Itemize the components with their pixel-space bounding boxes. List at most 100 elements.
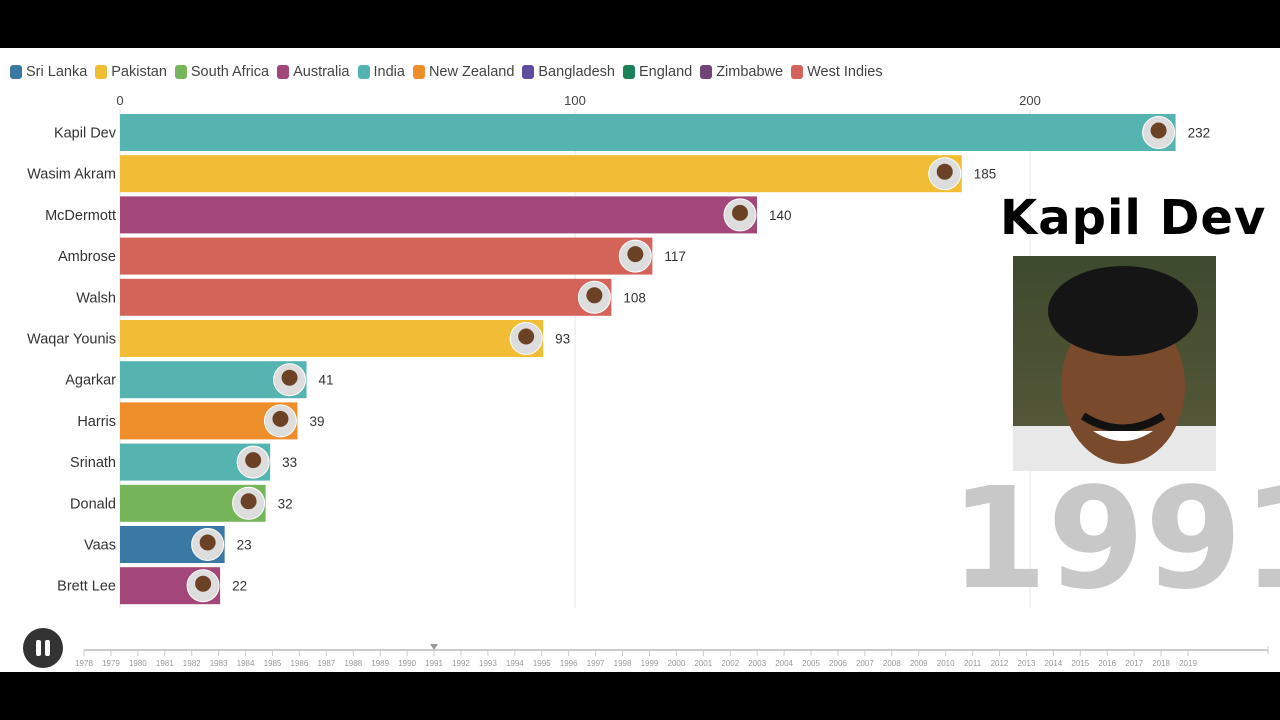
value-label: 232: [1188, 126, 1211, 141]
timeline-year[interactable]: 2005: [802, 659, 820, 668]
x-tick-label: 200: [1019, 93, 1041, 108]
value-label: 33: [282, 455, 297, 470]
timeline-year[interactable]: 1996: [560, 659, 578, 668]
player-face-icon: [732, 204, 748, 221]
x-tick-label: 0: [116, 93, 123, 108]
category-label: Agarkar: [65, 373, 116, 389]
bar: [120, 114, 1176, 151]
timeline-year[interactable]: 2010: [937, 659, 955, 668]
timeline-year[interactable]: 2016: [1098, 659, 1116, 668]
timeline-year[interactable]: 1981: [156, 659, 174, 668]
timeline-year[interactable]: 1995: [533, 659, 551, 668]
timeline-year[interactable]: 2014: [1044, 659, 1062, 668]
timeline-year[interactable]: 2011: [964, 659, 982, 668]
timeline-year[interactable]: 1984: [237, 659, 255, 668]
legend-swatch: [791, 65, 804, 79]
legend-item[interactable]: Pakistan: [95, 64, 167, 80]
timeline-year[interactable]: 1986: [291, 659, 309, 668]
timeline-year[interactable]: 1985: [264, 659, 282, 668]
legend-item[interactable]: Australia: [277, 64, 350, 80]
timeline-year[interactable]: 1979: [102, 659, 120, 668]
legend-label: West Indies: [807, 64, 883, 80]
timeline-year[interactable]: 1980: [129, 659, 147, 668]
timeline-year[interactable]: 2015: [1071, 659, 1089, 668]
legend-label: Zimbabwe: [716, 64, 784, 80]
timeline-year[interactable]: 2002: [721, 659, 739, 668]
legend-item[interactable]: Bangladesh: [522, 64, 615, 80]
value-label: 140: [769, 208, 792, 223]
timeline-year[interactable]: 2000: [667, 659, 685, 668]
legend-label: Pakistan: [111, 64, 167, 80]
timeline-year[interactable]: 2004: [775, 659, 793, 668]
legend-swatch: [700, 65, 713, 79]
value-label: 32: [278, 496, 293, 511]
x-tick-label: 100: [564, 93, 586, 108]
year-label: 1991: [950, 458, 1280, 621]
legend-item[interactable]: South Africa: [174, 64, 270, 80]
legend-item[interactable]: India: [357, 64, 405, 80]
timeline-year[interactable]: 1988: [344, 659, 362, 668]
category-label: Waqar Younis: [27, 332, 116, 348]
value-label: 117: [664, 249, 686, 264]
legend-label: India: [373, 64, 405, 80]
timeline-year[interactable]: 2006: [829, 659, 847, 668]
timeline-year[interactable]: 2017: [1125, 659, 1143, 668]
value-label: 108: [623, 290, 646, 305]
legend-swatch: [10, 65, 22, 79]
timeline-year[interactable]: 1992: [452, 659, 470, 668]
timeline-year[interactable]: 1987: [317, 659, 335, 668]
timeline-year[interactable]: 2019: [1179, 659, 1197, 668]
timeline-year[interactable]: 1997: [587, 659, 605, 668]
bar: [120, 278, 612, 316]
legend-item[interactable]: West Indies: [791, 64, 883, 80]
leader-photo: [1013, 256, 1216, 471]
player-face-icon: [195, 575, 212, 592]
player-face-icon: [518, 328, 535, 345]
timeline-year[interactable]: 2001: [694, 659, 712, 668]
bar: [120, 196, 757, 234]
timeline-year[interactable]: 1982: [183, 659, 201, 668]
player-face-icon: [240, 493, 257, 510]
timeline-year[interactable]: 1998: [614, 659, 632, 668]
legend-item[interactable]: Sri Lanka: [10, 64, 87, 80]
bar: [120, 320, 544, 357]
pause-button[interactable]: [23, 628, 63, 668]
legend-item[interactable]: New Zealand: [412, 64, 514, 80]
timeline-marker-icon[interactable]: [430, 644, 439, 650]
legend-item[interactable]: England: [622, 64, 693, 80]
timeline-year[interactable]: 2013: [1018, 659, 1036, 668]
player-face-icon: [936, 163, 953, 180]
timeline-year[interactable]: 1994: [506, 659, 524, 668]
timeline-year[interactable]: 1978: [75, 659, 93, 668]
player-face-icon: [199, 534, 216, 551]
value-label: 185: [974, 167, 997, 182]
timeline-year[interactable]: 1991: [425, 659, 443, 668]
player-face-icon: [245, 452, 262, 469]
legend-item[interactable]: Zimbabwe: [700, 64, 783, 80]
value-label: 39: [309, 414, 324, 429]
timeline-year[interactable]: 2003: [748, 659, 766, 668]
bar: [120, 155, 962, 193]
timeline-year[interactable]: 1989: [371, 659, 389, 668]
timeline-year[interactable]: 2009: [910, 659, 928, 668]
legend-swatch: [357, 65, 370, 79]
timeline-year[interactable]: 1983: [210, 659, 228, 668]
legend-label: England: [638, 64, 693, 80]
category-label: Srinath: [70, 455, 116, 471]
legend-label: South Africa: [190, 64, 270, 80]
legend-swatch: [95, 65, 108, 79]
timeline-year[interactable]: 1990: [398, 659, 416, 668]
value-label: 93: [555, 332, 570, 347]
timeline-year[interactable]: 2008: [883, 659, 901, 668]
timeline-year[interactable]: 1999: [641, 659, 659, 668]
bar-chart: 0 100 200 Kapil Dev 232 Wasim Akram 185 McDermo…: [27, 93, 1211, 608]
timeline-year[interactable]: 2018: [1152, 659, 1170, 668]
legend-swatch: [522, 65, 535, 79]
category-label: Brett Lee: [57, 579, 116, 595]
timeline-slider[interactable]: 1978 1979 1980 1981 1982 1983 1984 1985 1986 1987…: [0, 638, 1280, 678]
timeline-year[interactable]: 2012: [991, 659, 1009, 668]
timeline-year[interactable]: 2007: [856, 659, 874, 668]
value-label: 22: [232, 579, 247, 594]
timeline-year[interactable]: 1993: [479, 659, 497, 668]
player-face-icon: [586, 287, 603, 304]
